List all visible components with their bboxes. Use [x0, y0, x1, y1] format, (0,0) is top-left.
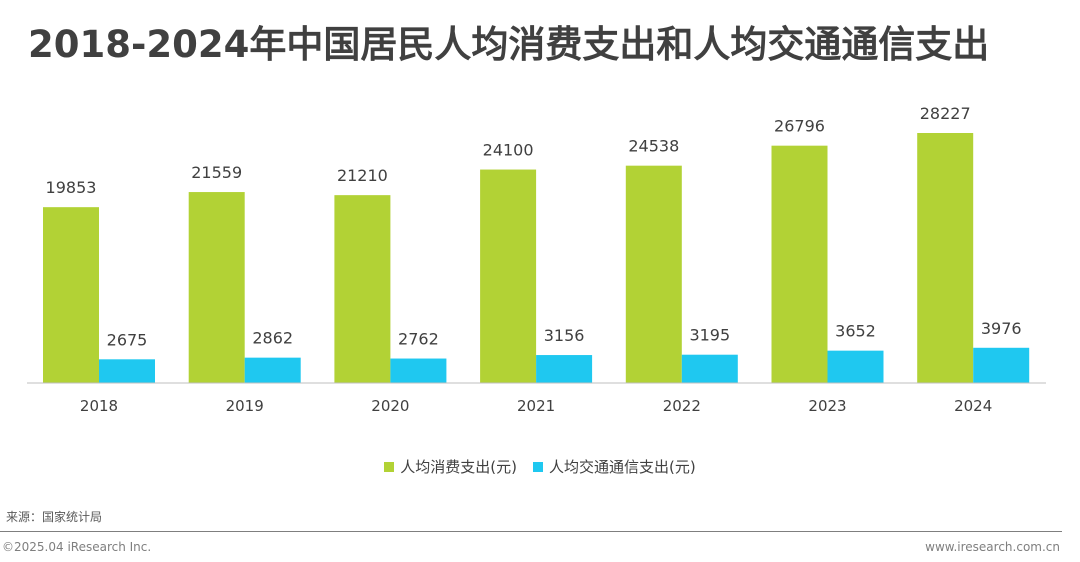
- bar-consumption-2023: [771, 145, 828, 383]
- bar-transport-2024: [973, 347, 1030, 383]
- bar-consumption-2021: [480, 169, 537, 383]
- value-label-consumption-2020: 21210: [337, 166, 388, 185]
- value-label-consumption-2022: 24538: [628, 137, 679, 156]
- legend-item-transport: 人均交通通信支出(元): [533, 456, 696, 477]
- value-label-transport-2023: 3652: [835, 322, 876, 341]
- value-labels-group: 19853 2675 21559 2862 21210 2762 24100 3156 2453…: [46, 104, 1022, 349]
- copyright-text: ©2025.04 iResearch Inc.: [2, 540, 152, 554]
- source-note: 来源：国家统计局: [6, 510, 103, 524]
- bar-transport-2019: [244, 357, 301, 383]
- value-label-consumption-2024: 28227: [920, 104, 971, 123]
- bar-transport-2022: [681, 354, 738, 383]
- legend-label-transport: 人均交通通信支出(元): [549, 458, 696, 476]
- bars-group: [43, 133, 1030, 383]
- bar-transport-2020: [390, 358, 447, 383]
- value-label-consumption-2023: 26796: [774, 117, 825, 136]
- value-label-transport-2019: 2862: [252, 329, 293, 348]
- bar-consumption-2024: [917, 133, 974, 383]
- value-label-consumption-2019: 21559: [191, 163, 242, 182]
- value-label-transport-2022: 3195: [689, 326, 730, 345]
- x-tick-label-2020: 2020: [371, 397, 409, 415]
- value-label-consumption-2021: 24100: [483, 141, 534, 160]
- bar-transport-2021: [536, 355, 593, 383]
- chart-title: 2018-2024年中国居民人均消费支出和人均交通通信支出: [28, 23, 990, 66]
- bar-consumption-2020: [334, 195, 391, 383]
- x-tick-label-2021: 2021: [517, 397, 555, 415]
- value-label-transport-2018: 2675: [107, 330, 148, 349]
- legend-swatch-consumption: [384, 461, 395, 472]
- x-tick-label-2024: 2024: [954, 397, 992, 415]
- legend-label-consumption: 人均消费支出(元): [400, 458, 517, 476]
- bar-consumption-2022: [625, 165, 682, 383]
- x-tick-label-2019: 2019: [226, 397, 264, 415]
- bar-chart: 19853 2675 21559 2862 21210 2762 24100 3156 2453…: [27, 104, 1046, 415]
- x-tick-labels-group: 2018 2019 2020 2021 2022 2023 2024: [80, 397, 992, 415]
- value-label-transport-2021: 3156: [544, 326, 585, 345]
- bar-consumption-2019: [188, 192, 245, 383]
- x-tick-label-2018: 2018: [80, 397, 118, 415]
- value-label-consumption-2018: 19853: [46, 178, 97, 197]
- value-label-transport-2020: 2762: [398, 330, 439, 349]
- bar-transport-2023: [827, 350, 884, 383]
- value-label-transport-2024: 3976: [981, 319, 1022, 338]
- footer-divider: [0, 531, 1062, 532]
- legend: 人均消费支出(元) 人均交通通信支出(元): [0, 456, 1080, 477]
- website-link[interactable]: www.iresearch.com.cn: [925, 540, 1060, 554]
- bar-transport-2018: [99, 359, 155, 383]
- legend-swatch-transport: [533, 461, 543, 472]
- legend-item-consumption: 人均消费支出(元): [384, 456, 517, 477]
- bar-consumption-2018: [43, 207, 99, 383]
- x-tick-label-2022: 2022: [663, 397, 701, 415]
- x-tick-label-2023: 2023: [808, 397, 846, 415]
